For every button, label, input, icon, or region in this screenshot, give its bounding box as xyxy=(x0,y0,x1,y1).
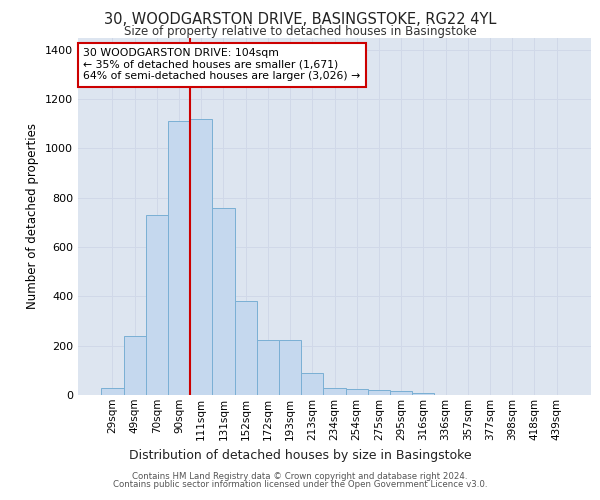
Bar xyxy=(412,392,434,395)
Bar xyxy=(190,119,212,395)
Bar xyxy=(279,340,301,395)
Bar xyxy=(257,340,279,395)
Y-axis label: Number of detached properties: Number of detached properties xyxy=(26,123,40,309)
Bar xyxy=(346,389,368,395)
Text: Distribution of detached houses by size in Basingstoke: Distribution of detached houses by size … xyxy=(128,450,472,462)
Bar xyxy=(146,215,168,395)
Text: Contains public sector information licensed under the Open Government Licence v3: Contains public sector information licen… xyxy=(113,480,487,489)
Bar xyxy=(235,302,257,395)
Bar xyxy=(124,336,146,395)
Bar xyxy=(101,388,124,395)
Bar xyxy=(301,373,323,395)
Bar xyxy=(390,392,412,395)
Text: 30, WOODGARSTON DRIVE, BASINGSTOKE, RG22 4YL: 30, WOODGARSTON DRIVE, BASINGSTOKE, RG22… xyxy=(104,12,496,28)
Text: Size of property relative to detached houses in Basingstoke: Size of property relative to detached ho… xyxy=(124,25,476,38)
Text: Contains HM Land Registry data © Crown copyright and database right 2024.: Contains HM Land Registry data © Crown c… xyxy=(132,472,468,481)
Bar xyxy=(212,208,235,395)
Bar xyxy=(323,388,346,395)
Bar xyxy=(168,122,190,395)
Text: 30 WOODGARSTON DRIVE: 104sqm
← 35% of detached houses are smaller (1,671)
64% of: 30 WOODGARSTON DRIVE: 104sqm ← 35% of de… xyxy=(83,48,361,82)
Bar xyxy=(368,390,390,395)
